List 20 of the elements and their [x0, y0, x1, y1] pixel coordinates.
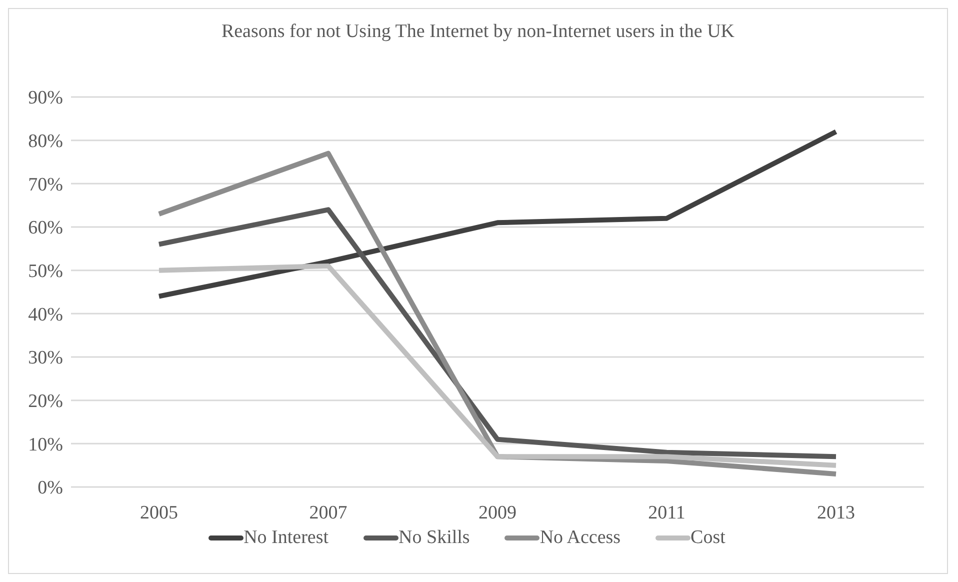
y-tick-label: 0% [38, 478, 64, 499]
y-tick-label: 40% [28, 304, 64, 326]
legend-label: No Interest [244, 527, 329, 549]
y-tick-label: 50% [28, 261, 64, 282]
y-tick-label: 30% [28, 348, 64, 369]
y-tick-label: 90% [28, 88, 64, 109]
y-tick-label: 10% [28, 434, 64, 456]
x-tick-label: 2009 [478, 502, 516, 524]
x-tick-label: 2013 [817, 502, 855, 524]
chart-title: Reasons for not Using The Internet by non-Internet users in the UK [220, 21, 736, 43]
legend-label: Cost [690, 527, 726, 549]
y-tick-label: 20% [28, 391, 64, 412]
x-tick-label: 2007 [309, 502, 348, 524]
y-tick-label: 60% [28, 218, 64, 239]
y-tick-label: 70% [28, 174, 64, 196]
x-tick-label: 2005 [140, 502, 178, 524]
y-tick-label: 80% [28, 131, 64, 152]
legend-label: No Skills [398, 527, 470, 549]
x-tick-label: 2011 [648, 502, 686, 524]
legend-label: No Access [540, 527, 621, 549]
